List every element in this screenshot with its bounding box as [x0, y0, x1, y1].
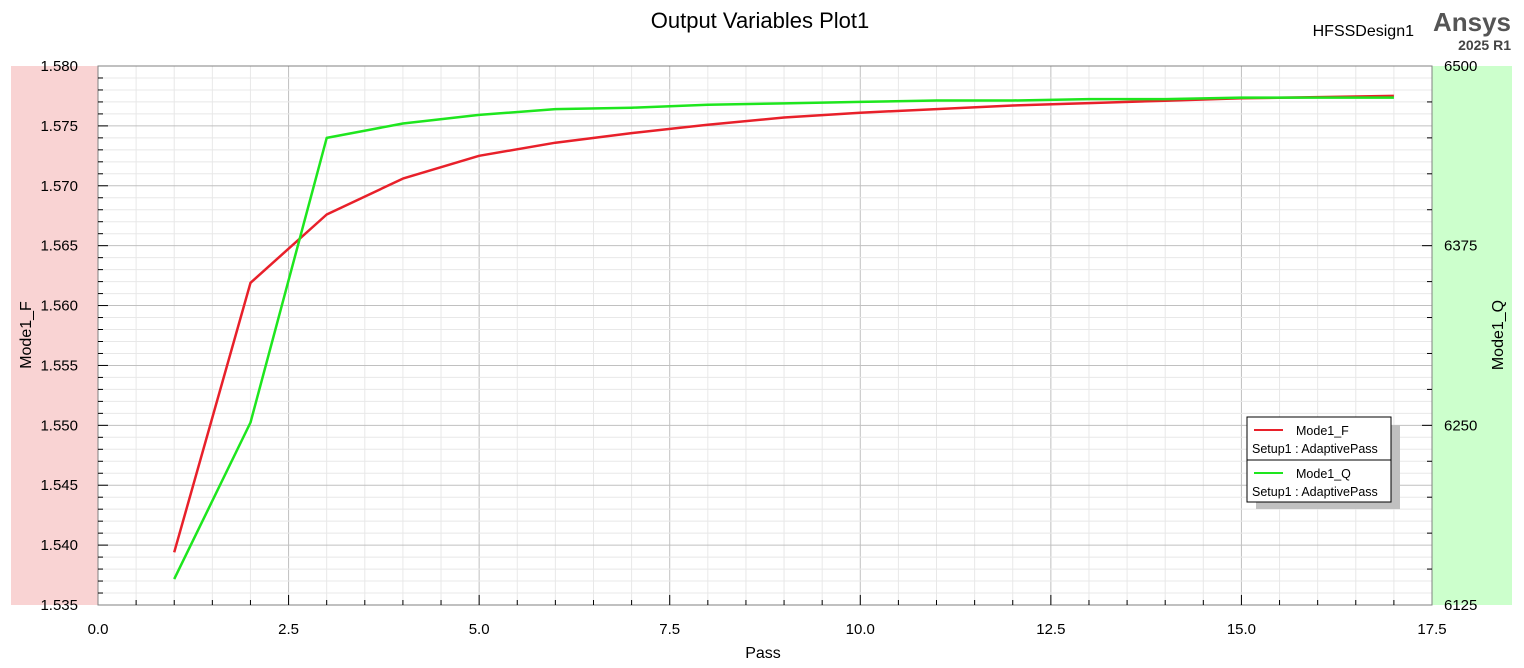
- x-tick-label: 17.5: [1417, 621, 1446, 638]
- left-axis-band: [11, 66, 98, 605]
- plot-area: [98, 66, 1432, 605]
- x-tick-label: 12.5: [1036, 621, 1065, 638]
- left-y-tick-label: 1.540: [40, 537, 78, 554]
- x-tick-label: 0.0: [88, 621, 109, 638]
- right-axis-band: [1432, 66, 1512, 605]
- left-y-tick-label: 1.560: [40, 298, 78, 315]
- left-y-tick-label: 1.555: [40, 357, 78, 374]
- left-y-tick-label: 1.570: [40, 178, 78, 195]
- left-y-tick-label: 1.545: [40, 477, 78, 494]
- plot-border: [97, 65, 1433, 606]
- design-name: HFSSDesign1: [1313, 23, 1414, 40]
- left-y-tick-label: 1.580: [40, 58, 78, 75]
- series-lines: [172, 94, 1394, 580]
- grid-lines: [98, 66, 1432, 605]
- x-tick-label: 15.0: [1227, 621, 1256, 638]
- left-y-tick-label: 1.565: [40, 238, 78, 255]
- left-y-tick-label: 1.535: [40, 597, 78, 614]
- right-y-tick-label: 6500: [1444, 58, 1477, 75]
- left-y-tick-label: 1.550: [40, 417, 78, 434]
- legend-entry-mode1-q: Mode1_Q: [1296, 467, 1351, 481]
- version-label: 2025 R1: [1458, 37, 1511, 53]
- legend-context-mode1-f: Setup1 : AdaptivePass: [1252, 442, 1378, 456]
- x-axis-label: Pass: [745, 645, 781, 662]
- right-y-axis-label: Mode1_Q: [1490, 300, 1507, 370]
- left-y-tick-label: 1.575: [40, 118, 78, 135]
- x-tick-label: 2.5: [278, 621, 299, 638]
- x-tick-label: 5.0: [469, 621, 490, 638]
- right-y-tick-label: 6375: [1444, 238, 1477, 255]
- chart-title: Output Variables Plot1: [651, 8, 870, 33]
- legend-context-mode1-q: Setup1 : AdaptivePass: [1252, 485, 1378, 499]
- right-y-tick-label: 6125: [1444, 597, 1477, 614]
- series-line-mode1-f: [172, 94, 1394, 553]
- left-y-axis-label: Mode1_F: [18, 301, 35, 369]
- legend: Mode1_F Setup1 : AdaptivePass Mode1_Q Se…: [1246, 416, 1400, 509]
- legend-entry-mode1-f: Mode1_F: [1296, 424, 1349, 438]
- brand-logo-text: Ansys: [1433, 7, 1511, 37]
- axis-ticks: 0.0 2.5 5.0 7.5 10.0 12.5 15.0 17.5 1.535 1.540 1.…: [40, 58, 1477, 638]
- right-y-tick-label: 6250: [1444, 417, 1477, 434]
- x-tick-label: 10.0: [846, 621, 875, 638]
- x-tick-label: 7.5: [659, 621, 680, 638]
- series-line-mode1-q: [173, 96, 1394, 580]
